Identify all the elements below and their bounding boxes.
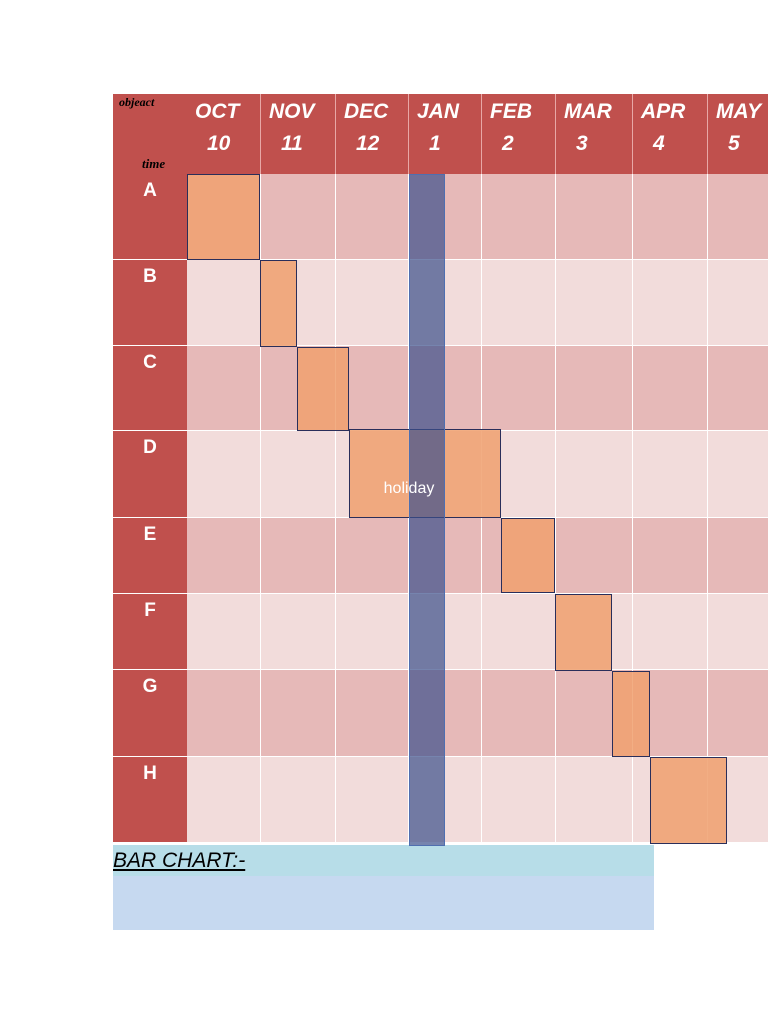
month-number: 4 [653,132,665,155]
footer-band [113,845,654,876]
cell [336,174,409,260]
cell [482,346,556,431]
month: APR [641,100,686,123]
cell [633,518,708,594]
cell [556,346,633,431]
cell [187,594,261,670]
holiday-label: holiday [383,480,435,497]
column-header: OCT 10 [187,94,261,174]
cell [187,346,261,431]
cell [336,260,409,346]
cell [633,260,708,346]
row-label: A [113,174,187,260]
row-label: G [113,670,187,757]
cell [482,594,556,670]
month-number: 2 [502,132,514,155]
column-header: DEC 12 [336,94,409,174]
footer-title: BAR CHART:- [113,849,246,872]
cell [336,594,409,670]
cell [187,260,261,346]
cell [261,518,336,594]
month-number: 10 [207,132,231,155]
cell [633,431,708,518]
column-header: MAR 3 [556,94,633,174]
cell [556,260,633,346]
month: FEB [490,100,532,123]
column-header: FEB 2 [482,94,556,174]
month-number: 1 [429,132,441,155]
column-header: JAN 1 [409,94,482,174]
cell [187,431,261,518]
month-number: 11 [281,132,303,155]
cell [261,670,336,757]
month: MAR [564,100,612,123]
cell [708,174,768,260]
corner-top: objeact [119,95,155,109]
cell [261,757,336,843]
cell [187,757,261,843]
corner-cell [113,94,187,174]
task-block [297,347,349,431]
task-block [501,518,555,593]
column-header: APR 4 [633,94,708,174]
cell [336,757,409,843]
cell [482,757,556,843]
cell [482,260,556,346]
row-label: H [113,757,187,843]
column-header: MAY 5 [708,94,768,174]
cell [633,174,708,260]
task-block [555,594,612,671]
month: DEC [344,100,389,123]
cell [708,346,768,431]
month: MAY [716,100,762,123]
cell [556,174,633,260]
cell [556,757,633,843]
cell [633,346,708,431]
cell [187,670,261,757]
holiday-bar [409,174,445,846]
cell [708,260,768,346]
row-label: C [113,346,187,431]
task-block [260,260,297,347]
month-number: 3 [576,132,588,155]
cell [708,431,768,518]
corner-bottom: time [142,156,166,171]
footer-box [113,876,654,930]
column-header: NOV 11 [261,94,336,174]
row-label: E [113,518,187,594]
cell [336,518,409,594]
cell [482,670,556,757]
cell [261,174,336,260]
row-label: F [113,594,187,670]
cell [708,518,768,594]
month-number: 12 [356,132,380,155]
cell [187,518,261,594]
task-block [187,174,260,260]
month: NOV [269,100,315,123]
cell [336,670,409,757]
cell [261,431,336,518]
task-block [650,757,727,844]
month-number: 5 [728,132,740,155]
cell [708,594,768,670]
cell [482,174,556,260]
cell [633,594,708,670]
row-label: D [113,431,187,518]
cell [556,518,633,594]
cell [556,431,633,518]
cell [708,670,768,757]
row-label: B [113,260,187,346]
cell [261,594,336,670]
task-block [612,671,650,757]
month: OCT [195,100,240,123]
month: JAN [417,100,460,123]
